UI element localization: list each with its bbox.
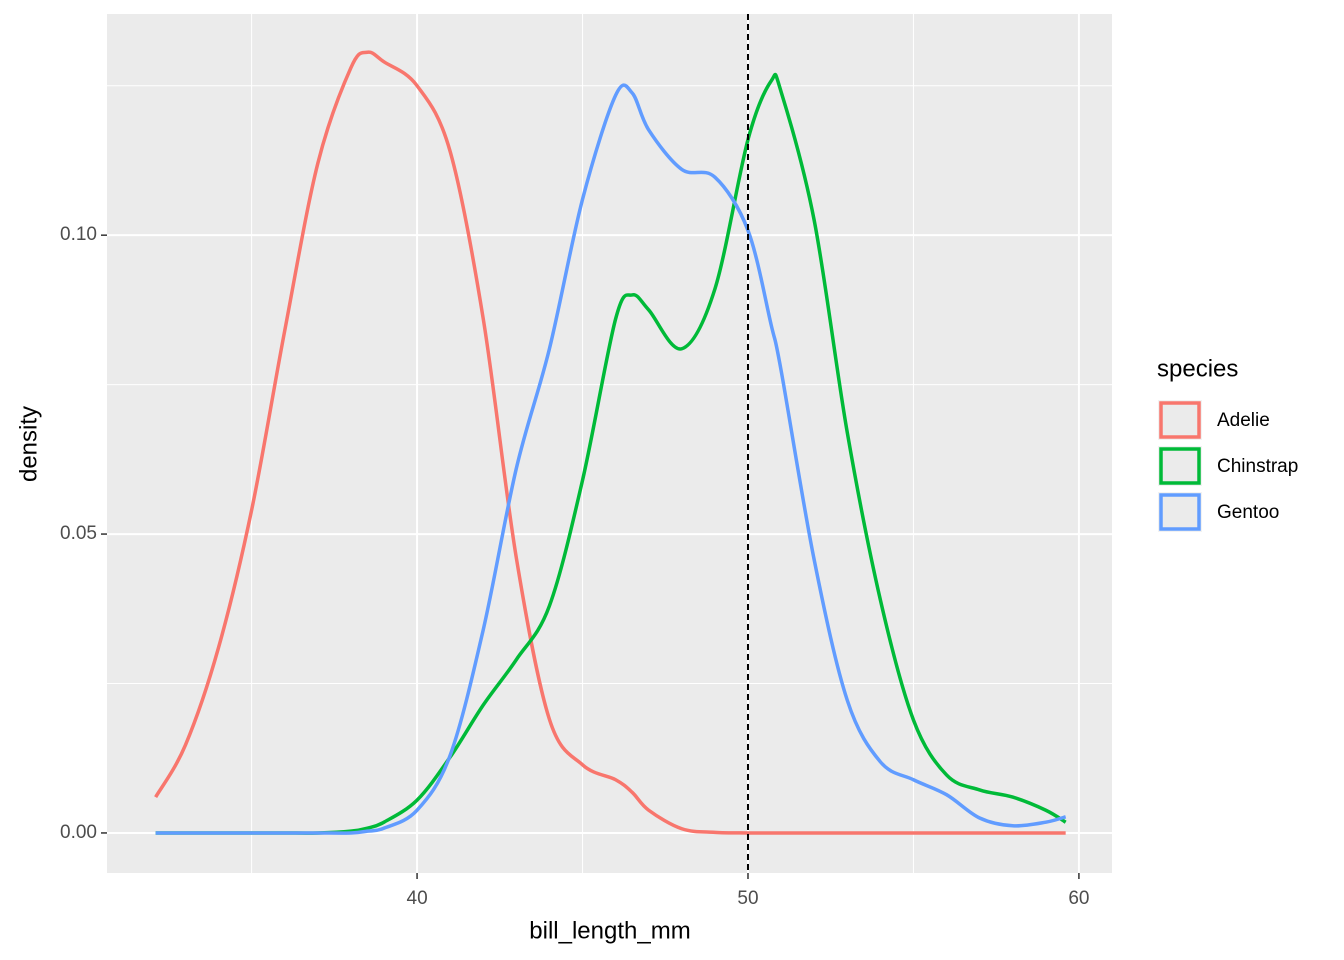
legend-key xyxy=(1159,447,1201,485)
legend-label: Adelie xyxy=(1217,410,1270,431)
legend-key xyxy=(1159,493,1201,531)
legend-label: Chinstrap xyxy=(1217,456,1298,477)
y-tick-label: 0.05 xyxy=(60,523,97,544)
density-line xyxy=(155,83,1067,835)
legend-label: Gentoo xyxy=(1217,502,1279,523)
panel xyxy=(107,14,1112,873)
density-line xyxy=(154,50,1066,835)
x-tick-label: 50 xyxy=(737,888,758,909)
lines xyxy=(154,14,1067,873)
y-axis-title: density xyxy=(15,406,42,482)
legend-title: species xyxy=(1157,355,1238,382)
y-tick-label: 0.10 xyxy=(60,224,97,245)
legend-key xyxy=(1159,401,1201,439)
x-tick-label: 60 xyxy=(1068,888,1089,909)
x-tick-label: 40 xyxy=(407,888,428,909)
x-axis-title: bill_length_mm xyxy=(529,917,690,944)
y-tick-label: 0.00 xyxy=(60,822,97,843)
